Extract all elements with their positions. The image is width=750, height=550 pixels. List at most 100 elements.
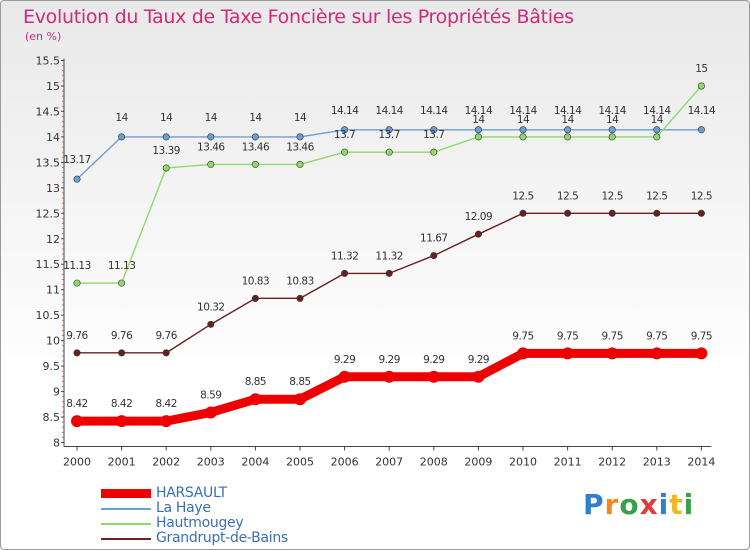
x-tick-label: 2006 <box>331 456 359 469</box>
data-point <box>160 415 173 428</box>
data-label: 14 <box>115 112 128 124</box>
data-label: 12.5 <box>646 190 667 202</box>
data-point <box>249 393 262 406</box>
data-label: 13.46 <box>242 141 270 153</box>
data-point <box>474 133 482 141</box>
data-point <box>474 126 482 134</box>
data-point <box>162 349 170 357</box>
data-point <box>385 148 393 156</box>
data-label: 11.67 <box>420 233 448 245</box>
data-label: 12.5 <box>557 190 578 202</box>
data-point <box>162 133 170 141</box>
data-point <box>338 370 351 383</box>
data-label: 9.29 <box>379 354 400 366</box>
y-tick-label: 15.5 <box>36 55 61 68</box>
data-point <box>251 133 259 141</box>
data-label: 13.46 <box>197 141 225 153</box>
data-point <box>204 406 217 419</box>
data-label: 8.85 <box>289 376 310 388</box>
legend-swatch <box>101 489 151 498</box>
data-label: 14.14 <box>420 105 448 117</box>
data-point <box>519 133 527 141</box>
chart-title: Evolution du Taux de Taxe Foncière sur l… <box>23 6 574 28</box>
data-label: 9.75 <box>646 330 667 342</box>
data-point <box>207 133 215 141</box>
data-point <box>697 209 705 217</box>
data-point <box>71 415 83 428</box>
legend-swatch <box>101 522 151 525</box>
data-label: 9.75 <box>602 330 623 342</box>
data-point <box>653 133 661 141</box>
data-label: 10.83 <box>242 275 270 287</box>
data-point <box>430 126 438 134</box>
x-tick-label: 2013 <box>643 456 671 469</box>
data-label: 8.42 <box>66 398 87 410</box>
data-label: 8.42 <box>111 398 132 410</box>
data-label: 10.32 <box>197 301 225 313</box>
legend-item: Hautmougey <box>101 516 288 531</box>
data-label: 9.29 <box>468 354 489 366</box>
data-label: 9.75 <box>512 330 533 342</box>
data-point <box>606 347 619 360</box>
y-tick-label: 12 <box>46 233 60 246</box>
x-tick-label: 2009 <box>464 456 492 469</box>
data-label: 14 <box>606 114 619 126</box>
data-label: 9.76 <box>156 330 178 342</box>
data-point <box>385 126 393 134</box>
data-label: 9.29 <box>334 354 355 366</box>
legend-swatch <box>101 507 151 510</box>
y-tick-label: 8 <box>53 437 60 450</box>
data-point <box>564 209 572 217</box>
legend-label: HARSAULT <box>156 485 227 501</box>
data-label: 14.14 <box>554 105 582 117</box>
data-point <box>608 126 616 134</box>
data-point <box>472 370 485 383</box>
data-point <box>341 269 349 277</box>
data-label: 9.75 <box>557 330 578 342</box>
data-label: 9.75 <box>691 330 712 342</box>
data-point <box>653 209 661 217</box>
data-point <box>519 126 527 134</box>
data-label: 9.76 <box>66 330 88 342</box>
data-label: 14 <box>249 112 262 124</box>
data-point <box>294 393 306 406</box>
data-label: 13.46 <box>286 141 314 153</box>
data-label: 11.32 <box>331 250 359 262</box>
x-tick-label: 2011 <box>554 456 582 469</box>
data-label: 14.14 <box>465 105 493 117</box>
data-label: 13.17 <box>63 154 91 166</box>
data-label: 12.5 <box>691 190 712 202</box>
data-point <box>608 133 616 141</box>
data-label: 14 <box>561 114 574 126</box>
x-tick-label: 2001 <box>108 456 136 469</box>
data-point <box>519 209 527 217</box>
data-point <box>115 415 128 428</box>
data-label: 14.14 <box>509 105 537 117</box>
data-point <box>427 370 440 383</box>
data-point <box>474 230 482 238</box>
data-label: 14 <box>472 114 485 126</box>
data-point <box>73 349 81 357</box>
proxiti-logo: Proxiti <box>583 488 695 521</box>
data-label: 14 <box>517 114 530 126</box>
data-point <box>162 164 170 172</box>
legend-item: Grandrupt-de-Bains <box>101 531 288 546</box>
x-tick-label: 2012 <box>598 456 626 469</box>
legend-swatch <box>101 537 151 540</box>
data-label: 9.76 <box>111 330 133 342</box>
data-point <box>296 160 304 168</box>
data-point <box>608 209 616 217</box>
data-point <box>653 126 661 134</box>
data-label: 13.7 <box>423 129 444 141</box>
data-point <box>650 347 663 360</box>
data-point <box>697 126 705 134</box>
legend-label: Grandrupt-de-Bains <box>156 530 288 546</box>
data-point <box>251 160 259 168</box>
data-point <box>564 126 572 134</box>
data-point <box>695 347 708 360</box>
data-label: 13.7 <box>334 129 355 141</box>
chart-subtitle: (en %) <box>25 30 62 43</box>
y-tick-label: 12.5 <box>36 207 61 220</box>
data-point <box>561 347 574 360</box>
